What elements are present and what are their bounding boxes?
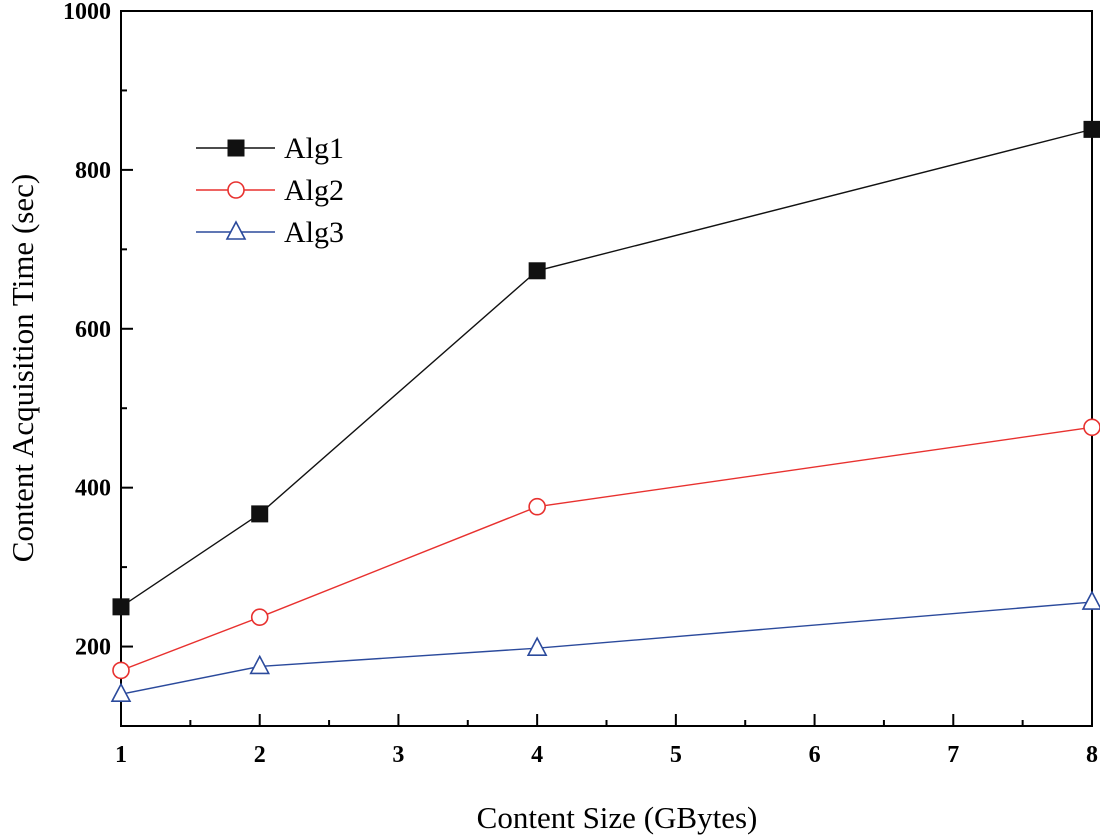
tick-labels: 1 2 3 4 5 6 7 8 200 400 600 800 1000 xyxy=(63,0,1098,768)
y-tick-label: 200 xyxy=(75,635,111,661)
data-point xyxy=(1083,120,1100,138)
y-axis-title: Content Acquisition Time (sec) xyxy=(5,174,40,562)
legend-label: Alg3 xyxy=(284,216,344,249)
x-tick-label: 7 xyxy=(947,742,959,768)
series-line xyxy=(120,128,1093,608)
series-layer xyxy=(110,120,1100,703)
data-point xyxy=(112,661,130,680)
data-point xyxy=(528,497,546,516)
x-axis-title: Content Size (GBytes) xyxy=(477,800,758,835)
series-alg1 xyxy=(112,120,1100,616)
x-tick-label: 8 xyxy=(1086,742,1098,768)
data-point xyxy=(250,608,269,626)
data-point xyxy=(528,262,546,280)
x-tick-label: 6 xyxy=(809,742,821,768)
legend: Alg1 Alg2 Alg3 xyxy=(196,132,344,249)
y-tick-label: 800 xyxy=(75,158,111,184)
x-tick-label: 1 xyxy=(115,742,127,768)
data-point xyxy=(526,636,548,656)
data-point xyxy=(1081,590,1100,610)
data-point xyxy=(110,682,132,703)
legend-item-alg3: Alg3 xyxy=(196,216,344,249)
x-tick-label: 5 xyxy=(670,742,682,768)
series-alg3 xyxy=(110,590,1100,703)
x-tick-label: 4 xyxy=(531,742,543,768)
legend-label: Alg1 xyxy=(284,132,344,165)
legend-item-alg2: Alg2 xyxy=(196,174,344,207)
legend-marker xyxy=(225,220,247,240)
data-point xyxy=(112,598,130,616)
series-alg2 xyxy=(112,418,1100,680)
data-point xyxy=(251,505,269,523)
series-line xyxy=(120,426,1093,672)
y-tick-label: 400 xyxy=(75,476,111,502)
data-point xyxy=(249,654,271,675)
legend-marker xyxy=(227,181,245,199)
y-tick-label: 1000 xyxy=(63,0,111,25)
legend-item-alg1: Alg1 xyxy=(196,132,344,165)
data-point xyxy=(1083,418,1100,437)
x-tick-label: 2 xyxy=(254,742,266,768)
legend-marker xyxy=(227,139,245,157)
axis-ticks xyxy=(120,10,1093,727)
series-line xyxy=(120,601,1093,695)
legend-label: Alg2 xyxy=(284,174,344,207)
x-tick-label: 3 xyxy=(392,742,404,768)
y-tick-label: 600 xyxy=(75,317,111,343)
